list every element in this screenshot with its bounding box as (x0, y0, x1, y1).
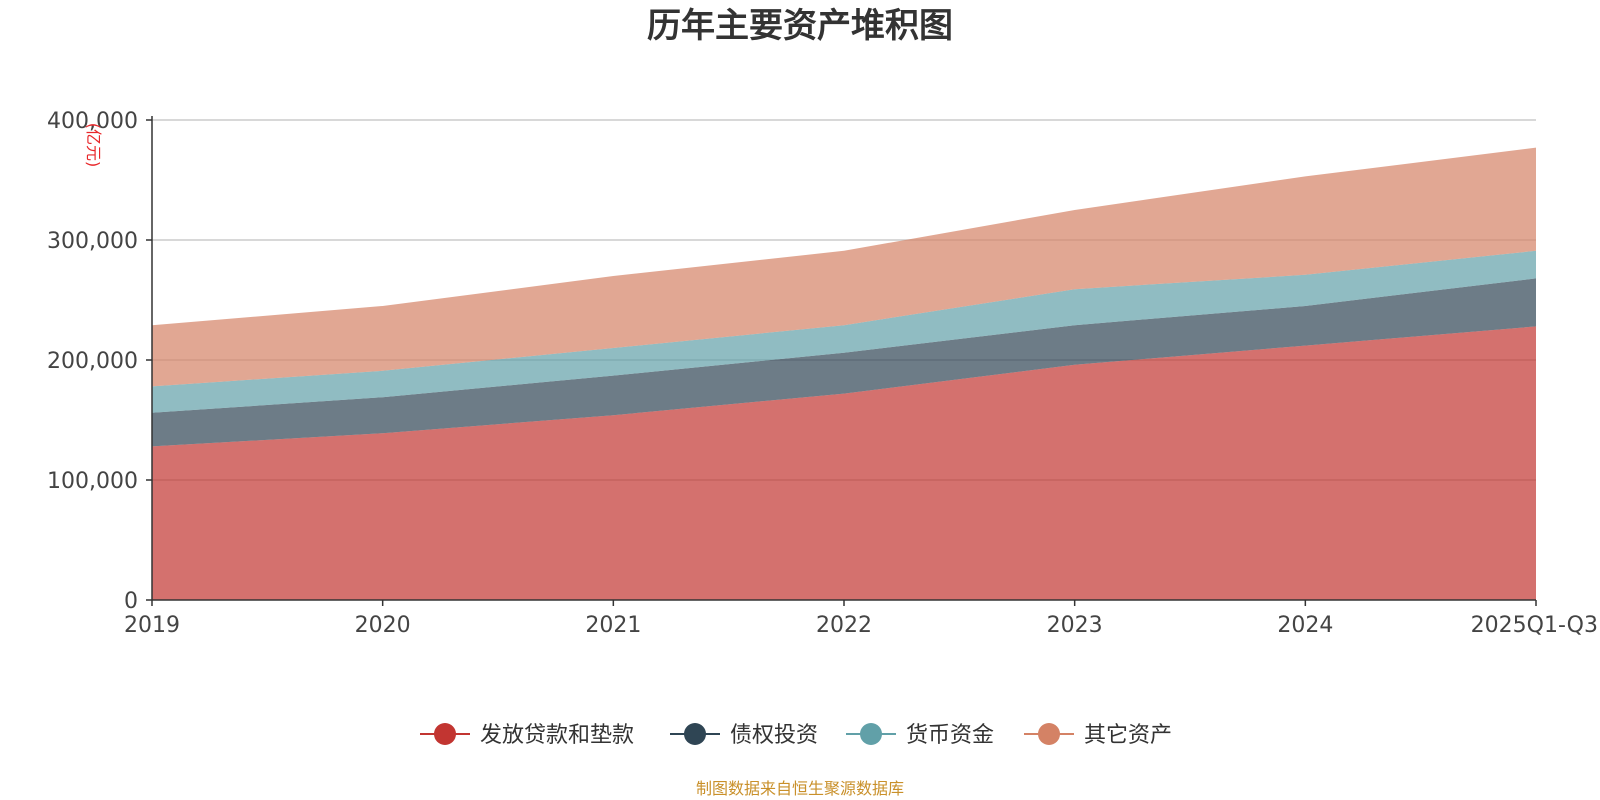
legend-item-1[interactable]: 发放贷款和垫款 (420, 723, 634, 748)
x-tick-label: 2025Q1-Q3 (1471, 613, 1598, 638)
area-series-layer (152, 147, 1536, 600)
area-series-4 (152, 147, 1536, 387)
x-tick-label: 2022 (816, 613, 872, 638)
legend-marker (1038, 723, 1060, 745)
y-tick-label: 100,000 (47, 469, 138, 494)
legend: 发放贷款和垫款 债权投资 货币资金 其它资产 (420, 723, 1172, 748)
legend-marker (684, 723, 706, 745)
y-axis-unit: (亿元) (84, 123, 103, 168)
area-series-1 (152, 326, 1536, 600)
x-tick-label: 2023 (1047, 613, 1103, 638)
y-tick-label: 200,000 (47, 349, 138, 374)
y-tick-label: 400,000 (47, 109, 138, 134)
x-tick-label: 2019 (124, 613, 180, 638)
data-source-note: 制图数据来自恒生聚源数据库 (695, 779, 904, 798)
y-tick-label: 300,000 (47, 229, 138, 254)
legend-item-3[interactable]: 货币资金 (846, 723, 994, 748)
area-series-3 (152, 250, 1536, 413)
legend-marker (434, 723, 456, 745)
legend-label: 货币资金 (906, 723, 994, 748)
chart-title: 历年主要资产堆积图 (647, 6, 953, 46)
legend-marker (860, 723, 882, 745)
legend-label: 其它资产 (1084, 723, 1172, 748)
y-tick-label: 0 (124, 589, 138, 614)
x-tick-label: 2024 (1277, 613, 1333, 638)
x-tick-label: 2020 (355, 613, 411, 638)
legend-item-4[interactable]: 其它资产 (1024, 723, 1172, 748)
x-tick-label: 2021 (585, 613, 641, 638)
legend-label: 发放贷款和垫款 (480, 723, 634, 748)
legend-item-2[interactable]: 债权投资 (670, 723, 818, 748)
legend-label: 债权投资 (730, 723, 818, 748)
area-series-2 (152, 278, 1536, 447)
axes: 0 100,000 200,000 300,000 400,000 2019 2020 202… (47, 109, 1598, 638)
